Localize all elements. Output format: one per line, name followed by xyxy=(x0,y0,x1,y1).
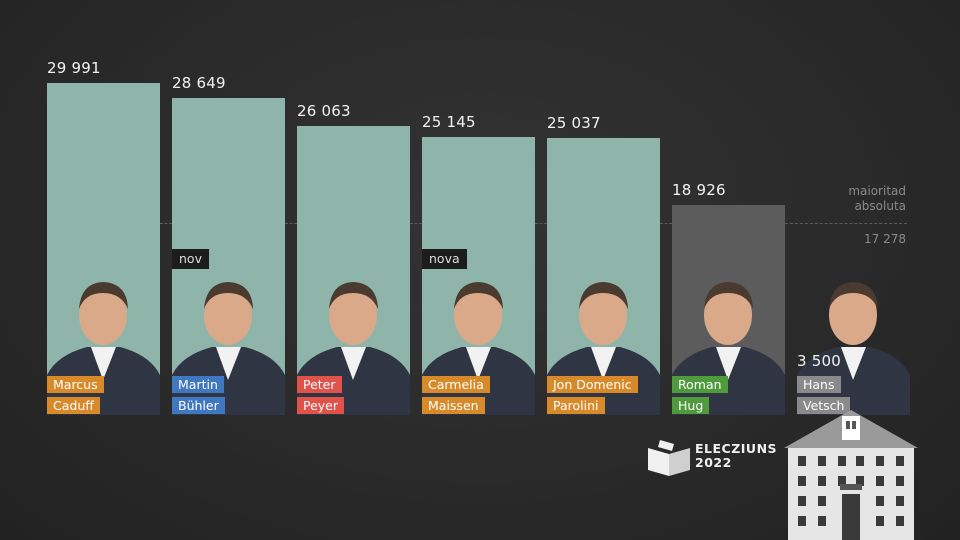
majority-line-segment xyxy=(285,223,297,224)
bar-6 xyxy=(672,205,785,415)
majority-line-segment xyxy=(535,223,547,224)
candidate-first-name: Marcus xyxy=(47,376,104,393)
candidate-last-name: Bühler xyxy=(172,397,225,414)
majority-label: maioritad absoluta xyxy=(800,184,906,214)
candidate-first-name: Hans xyxy=(797,376,841,393)
candidate-last-name: Peyer xyxy=(297,397,345,414)
brand-line2: 2022 xyxy=(695,455,732,470)
majority-label-line1: maioritad xyxy=(848,184,906,198)
candidate-portrait xyxy=(672,282,785,415)
candidate-first-name: Martin xyxy=(172,376,224,393)
value-label-2: 28 649 xyxy=(172,74,226,92)
value-label-7: 3 500 xyxy=(797,352,841,370)
bar-3 xyxy=(297,126,410,415)
majority-label-line2: absoluta xyxy=(854,199,906,213)
value-label-3: 26 063 xyxy=(297,102,351,120)
candidate-first-name: Roman xyxy=(672,376,728,393)
candidate-last-name: Caduff xyxy=(47,397,100,414)
candidate-last-name: Parolini xyxy=(547,397,605,414)
new-candidate-badge: nov xyxy=(172,249,209,269)
candidate-last-name: Hug xyxy=(672,397,710,414)
candidate-last-name: Vetsch xyxy=(797,397,851,414)
bar-5 xyxy=(547,138,660,415)
brand-logo-text: ELECZIUNS 2022 xyxy=(695,442,777,470)
value-label-6: 18 926 xyxy=(672,181,726,199)
new-candidate-badge: nova xyxy=(422,249,467,269)
candidate-last-name: Maissen xyxy=(422,397,485,414)
bar-1 xyxy=(47,83,160,415)
value-label-5: 25 037 xyxy=(547,114,601,132)
value-label-4: 25 145 xyxy=(422,113,476,131)
majority-line-segment xyxy=(785,223,907,224)
majority-value: 17 278 xyxy=(864,232,906,246)
candidate-first-name: Jon Domenic xyxy=(547,376,638,393)
bar-4 xyxy=(422,137,535,415)
candidate-first-name: Carmelia xyxy=(422,376,490,393)
building-illustration xyxy=(784,410,918,540)
majority-line-segment xyxy=(660,223,672,224)
brand-line1: ELECZIUNS xyxy=(695,441,778,456)
candidate-first-name: Peter xyxy=(297,376,342,393)
value-label-1: 29 991 xyxy=(47,59,101,77)
majority-line-segment xyxy=(410,223,422,224)
majority-line-segment xyxy=(160,223,172,224)
ballot-box-icon xyxy=(648,440,690,476)
